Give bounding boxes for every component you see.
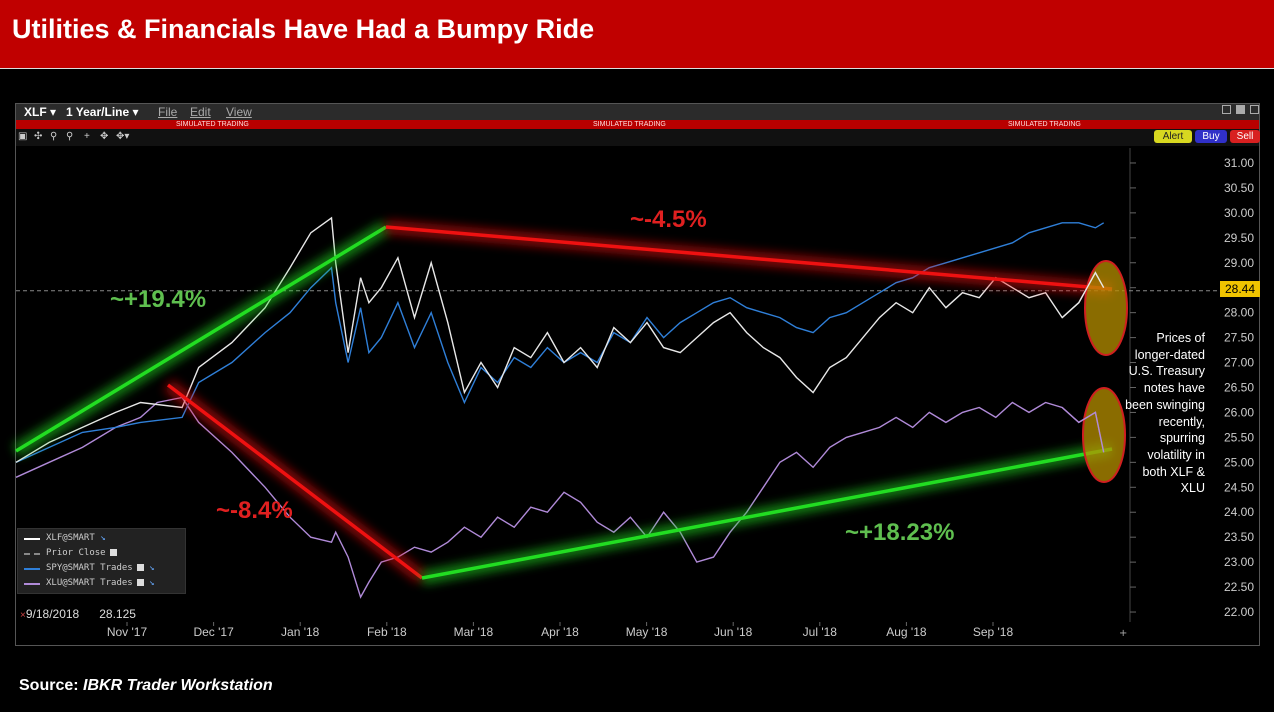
expand-icon: + [1119,628,1127,639]
scroll-icon[interactable]: ✥▾ [116,131,130,142]
sim-label-center: SIMULATED TRADING [593,121,666,128]
y-tick-label: 25.00 [1224,455,1254,469]
period-dropdown[interactable]: 1 Year/Line ▾ [66,105,139,119]
chart-legend: XLF@SMART ↘ Prior Close SPY@SMART Trades… [17,528,186,594]
highlight-ellipse-xlu [1082,387,1126,483]
y-tick-label: 23.50 [1224,530,1254,544]
zoom-out-icon[interactable]: ⚲ [66,131,74,142]
source-line: Source: IBKR Trader Workstation [19,677,273,694]
x-tick-label: Jul '18 [803,625,838,639]
side-note: Prices of longer-dated U.S. Treasury not… [1125,331,1205,496]
x-tick-label: Jun '18 [714,625,753,639]
chart-type-icon[interactable]: ▣ [18,131,28,142]
sim-label-right: SIMULATED TRADING [1008,121,1081,128]
y-tick-label: 22.00 [1224,605,1254,619]
buy-button[interactable]: Buy [1195,130,1227,143]
legend-label: XLU@SMART Trades ↘ [46,578,155,588]
annotation-down-1: ~-4.5% [630,206,707,233]
menu-bar: XLF ▾ 1 Year/Line ▾ File Edit View [16,104,1259,120]
menu-edit[interactable]: Edit [190,105,211,119]
zoom-in-icon[interactable]: ⚲ [50,131,58,142]
trend-line-down-2 [166,383,424,580]
y-tick-label: 26.50 [1224,380,1254,394]
series-line-xlu [15,396,1105,599]
x-tick-label: Mar '18 [454,625,494,639]
checkbox-icon[interactable] [109,549,117,556]
x-tick-label: Nov '17 [107,625,148,639]
x-tick-label: Apr '18 [541,625,579,639]
y-tick-label: 26.00 [1224,405,1254,419]
chart-toolbar: ▣ ✣ ⚲ ⚲ + ✥ ✥▾ [16,129,1259,146]
close-icon[interactable] [1250,105,1259,114]
alert-button[interactable]: Alert [1154,130,1192,143]
trend-line-up-1 [15,225,387,453]
y-tick-label: 30.00 [1224,206,1254,220]
plus-icon[interactable]: + [84,131,90,142]
legend-swatch [24,568,40,570]
legend-label: XLF@SMART ↘ [46,533,106,543]
last-price-flag: 28.44 [1220,281,1260,297]
sim-label-left: SIMULATED TRADING [176,121,249,128]
x-tick-label: Aug '18 [886,625,927,639]
highlight-ellipse-xlf [1084,260,1128,356]
y-tick-label: 31.00 [1224,156,1254,170]
legend-swatch [24,553,40,555]
maximize-icon[interactable] [1236,105,1245,114]
y-tick-label: 24.00 [1224,505,1254,519]
sell-button[interactable]: Sell [1230,130,1260,143]
simulated-trading-bar: SIMULATED TRADING SIMULATED TRADING SIMU… [16,120,1259,129]
series-tail-xlf [1061,271,1105,319]
x-tick-label: Feb '18 [367,625,407,639]
y-tick-label: 24.50 [1224,480,1254,494]
legend-swatch [24,538,40,540]
x-tick-label: Sep '18 [973,625,1014,639]
y-tick-label: 27.50 [1224,331,1254,345]
y-tick-label: 23.00 [1224,555,1254,569]
menu-file[interactable]: File [158,105,178,119]
crosshair-icon[interactable]: ✣ [34,131,43,142]
y-tick-label: 29.00 [1224,256,1254,270]
y-tick-label: 30.50 [1224,181,1254,195]
legend-label: SPY@SMART Trades ↘ [46,563,155,573]
checkbox-icon[interactable] [136,564,144,571]
annotation-up-2: ~+18.23% [845,519,955,546]
annotation-down-2: ~-8.4% [216,497,293,524]
slide-title: Utilities & Financials Have Had a Bumpy … [12,14,595,44]
x-tick-label: Jan '18 [281,625,320,639]
y-tick-label: 25.50 [1224,430,1254,444]
crosshair-marker-icon: × [20,610,26,621]
checkbox-icon[interactable] [136,579,144,586]
legend-label: Prior Close [46,546,117,560]
y-tick-label: 22.50 [1224,580,1254,594]
crosshair-date: 9/18/2018 [25,607,80,621]
x-tick-label: Dec '17 [193,625,234,639]
y-tick-label: 29.50 [1224,231,1254,245]
trend-line-down-1 [385,225,1113,291]
minimize-icon[interactable] [1222,105,1231,114]
series-tail-xlu [1061,406,1105,453]
chart-window: XLF ▾ 1 Year/Line ▾ File Edit View SIMUL… [15,103,1260,646]
y-tick-label: 27.00 [1224,356,1254,370]
crosshair-value: 28.125 [99,607,136,621]
move-icon[interactable]: ✥ [100,131,109,142]
ticker-dropdown[interactable]: XLF ▾ [24,105,57,119]
y-tick-label: 28.00 [1224,306,1254,320]
annotation-up-1: ~+19.4% [110,286,207,313]
x-tick-label: May '18 [626,625,668,639]
legend-swatch [24,583,40,585]
series-line-spy [15,222,1105,463]
menu-view[interactable]: View [226,105,252,119]
title-banner: Utilities & Financials Have Had a Bumpy … [0,0,1274,69]
trend-line-up-2 [421,447,1113,580]
crosshair-readout: ×9/18/2018 28.125 [20,607,136,621]
series-line-xlf [15,216,1105,463]
